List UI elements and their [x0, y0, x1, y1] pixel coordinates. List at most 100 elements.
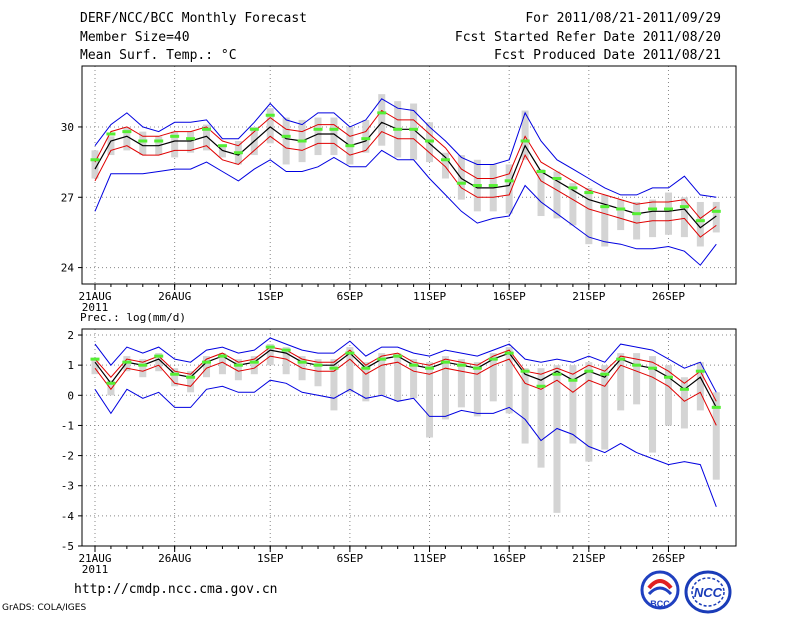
prec-ytick-label: 0: [67, 389, 74, 402]
prec-xtick-label: 6SEP: [337, 552, 364, 565]
temp-spread-box: [314, 117, 322, 156]
temp-spread-box: [569, 183, 577, 226]
prec-spread-box: [521, 368, 529, 444]
temp-spread-box: [266, 108, 274, 144]
prec-xtick-label: 26AUG: [158, 552, 191, 565]
member-size-label: Member Size=40: [80, 30, 190, 45]
prec-ytick-label: -5: [61, 540, 74, 553]
prec-xtick-label: 21AUG: [78, 552, 111, 565]
prec-spread-box: [266, 344, 274, 366]
prec-panel-title: Prec.: log(mm/d): [80, 311, 186, 324]
temp-spread-box: [410, 103, 418, 160]
prec-spread-box: [489, 353, 497, 402]
temp-xtick-label: 1SEP: [257, 290, 284, 303]
temp-spread-box: [696, 201, 704, 247]
prec-xtick-label: 26SEP: [652, 552, 685, 565]
grads-credit: GrADS: COLA/IGES: [2, 603, 87, 613]
chart-title: DERF/NCC/BCC Monthly Forecast: [80, 11, 307, 26]
prec-spread-box: [553, 365, 561, 513]
forecast-start-date: Fcst Started Refer Date 2011/08/20: [454, 30, 721, 45]
prec-outer-upper-line: [94, 337, 717, 393]
prec-spread-box: [426, 362, 434, 438]
prec-spread-box: [330, 359, 338, 411]
forecast-period: For 2011/08/21-2011/09/29: [525, 11, 721, 26]
temp-xtick-label: 26AUG: [158, 290, 191, 303]
ncc-logo-icon: NCC: [684, 570, 732, 614]
temp-spread-box: [553, 171, 561, 219]
prec-spread-box: [171, 368, 179, 387]
temp-xtick-label: 16SEP: [493, 290, 526, 303]
temp-spread-box: [537, 169, 545, 217]
prec-year-label: 2011: [82, 563, 109, 576]
temp-xtick-label: 26SEP: [652, 290, 685, 303]
temp-inner-upper-line: [94, 109, 717, 220]
temp-ytick-label: 27: [61, 191, 74, 204]
prec-inner-lower-line: [94, 355, 717, 426]
temp-spread-box: [282, 117, 290, 165]
temp-spread-box: [664, 192, 672, 235]
temp-outer-upper-line: [94, 98, 717, 198]
prec-frame: [81, 328, 737, 547]
prec-spread-box: [696, 362, 704, 411]
prec-spread-box: [91, 359, 99, 375]
temp-xtick-label: 21AUG: [78, 290, 111, 303]
prec-xtick-label: 16SEP: [493, 552, 526, 565]
prec-spread-box: [601, 365, 609, 450]
temp-mean-line: [94, 121, 717, 229]
temp-spread-box: [123, 126, 131, 151]
temp-spread-box: [107, 136, 115, 156]
prec-spread-box: [139, 359, 147, 378]
prec-spread-box: [155, 353, 163, 372]
prec-spread-box: [250, 356, 258, 375]
temp-ytick-label: 24: [61, 262, 75, 275]
prec-spread-box: [505, 347, 513, 414]
prec-spread-box: [187, 371, 195, 393]
website-url[interactable]: http://cmdp.ncc.cma.gov.cn: [74, 582, 278, 597]
prec-mean-line: [94, 349, 717, 408]
prec-xtick-label: 11SEP: [413, 552, 446, 565]
prec-spread-box: [633, 353, 641, 405]
prec-ytick-label: 2: [67, 329, 74, 342]
temp-spread-box: [330, 117, 338, 156]
temp-spread-box: [633, 201, 641, 240]
ncc-logo-text: NCC: [694, 585, 723, 600]
temp-panel: 24 27 30 21AUG 26AUG 1SEP 6SEP 11SEP 16SEP 21SEP 2…: [61, 65, 737, 314]
forecast-produced-date: Fcst Produced Date 2011/08/21: [494, 48, 721, 63]
prec-ytick-label: -1: [61, 419, 74, 432]
prec-spread-box: [394, 353, 402, 402]
prec-spread-box: [378, 353, 386, 396]
prec-ytick-label: -3: [61, 480, 74, 493]
temp-outer-lower-line: [94, 149, 717, 266]
prec-spread-box: [218, 353, 226, 375]
prec-spread-box: [712, 392, 720, 480]
prec-spread-box: [314, 359, 322, 387]
temp-spread-box: [203, 124, 211, 151]
prec-spread-box: [649, 356, 657, 453]
temp-spread-box: [505, 164, 513, 214]
temp-spread-box: [441, 152, 449, 179]
temp-xtick-label: 21SEP: [572, 290, 605, 303]
temp-spread-box: [601, 194, 609, 247]
prec-spread-box: [410, 359, 418, 399]
prec-xtick-label: 1SEP: [257, 552, 284, 565]
temp-spread-box: [171, 131, 179, 158]
prec-panel: -5 -4 -3 -2 -1 0 1 2 21AUG 26AUG 1SEP 6SEP 11SEP 16SE…: [61, 311, 737, 576]
prec-spread-box: [203, 356, 211, 378]
temp-spread-box: [139, 131, 147, 156]
prec-spread-box: [457, 359, 465, 408]
bcc-logo-text: BCC: [650, 599, 670, 609]
temp-xtick-label: 6SEP: [337, 290, 364, 303]
temp-spread-box: [378, 94, 386, 146]
prec-spread-box: [537, 368, 545, 468]
temp-spread-box: [585, 187, 593, 245]
prec-spread-box: [585, 362, 593, 462]
prec-spread-box: [617, 353, 625, 411]
prec-ytick-label: -2: [61, 450, 74, 463]
prec-ytick-label: 1: [67, 359, 74, 372]
prec-spread-box: [569, 365, 577, 444]
temp-xtick-label: 11SEP: [413, 290, 446, 303]
temp-frame: [81, 65, 737, 285]
prec-inner-upper-line: [94, 346, 717, 402]
temp-spread-box: [649, 199, 657, 238]
